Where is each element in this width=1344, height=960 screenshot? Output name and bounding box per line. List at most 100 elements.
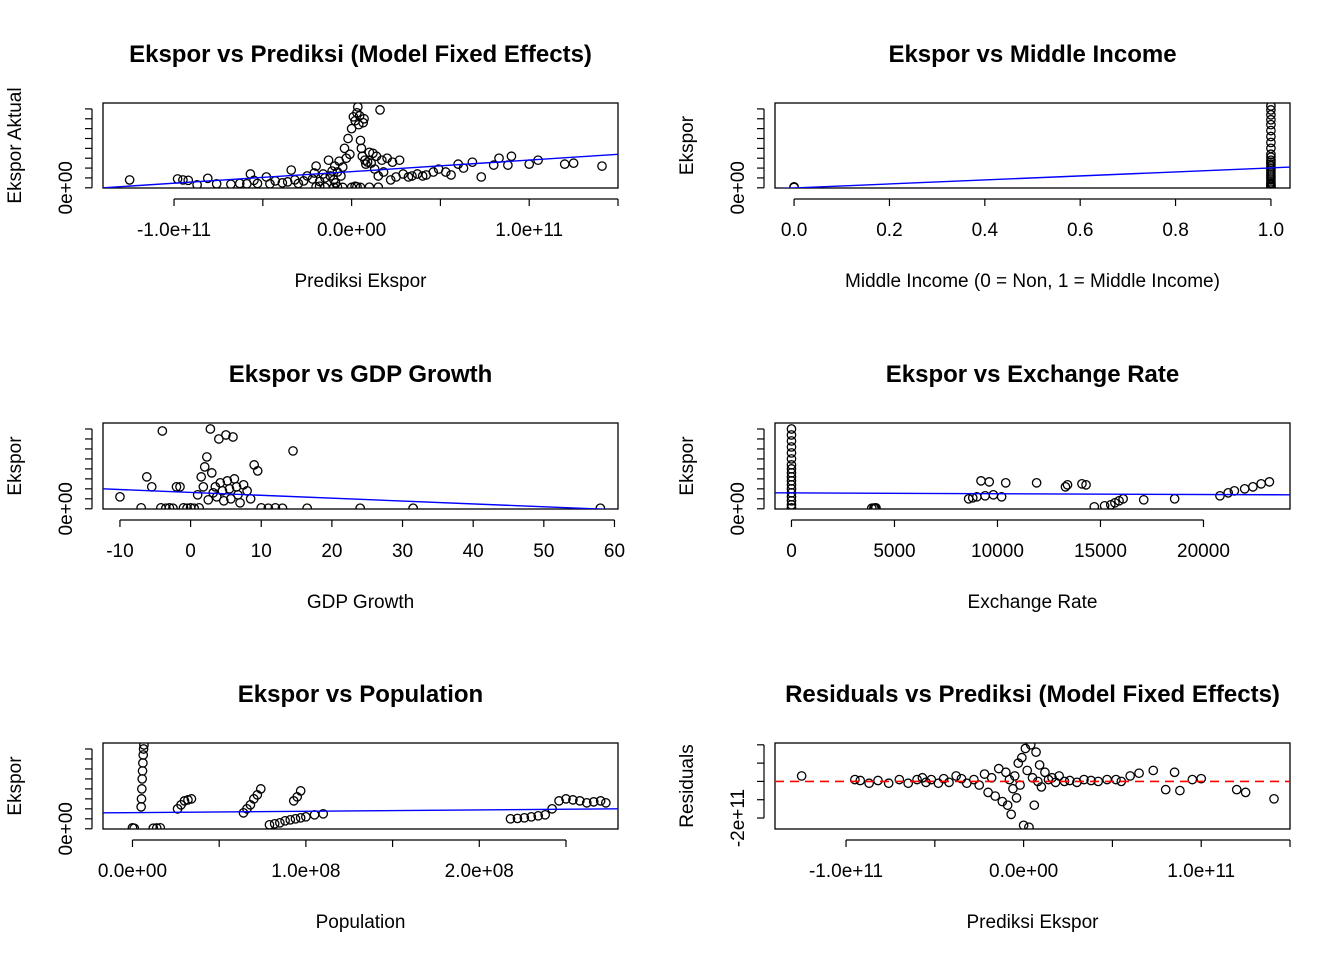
plot-frame xyxy=(774,102,1291,189)
data-point xyxy=(786,460,797,470)
data-point xyxy=(378,167,389,177)
x-tick-label: 0.2 xyxy=(876,220,902,241)
chart-panel-5: Ekspor vs Population 0.0e+00 1.0e+08 2.0e+0… xyxy=(5,681,619,933)
data-point xyxy=(178,502,189,509)
data-point xyxy=(138,758,148,768)
data-point xyxy=(944,777,954,788)
data-point xyxy=(476,172,487,182)
data-point xyxy=(990,791,1001,801)
data-point xyxy=(146,482,157,492)
data-point xyxy=(1089,501,1100,509)
data-point xyxy=(327,166,337,176)
data-point xyxy=(235,497,245,508)
data-point xyxy=(221,430,231,440)
data-point xyxy=(161,503,171,509)
data-point xyxy=(1266,105,1276,115)
chart-title: Ekspor vs Middle Income xyxy=(888,41,1176,68)
y-axis-label: Ekspor xyxy=(677,115,698,175)
data-point xyxy=(337,162,348,172)
data-point xyxy=(136,784,147,794)
data-point xyxy=(1054,771,1064,781)
data-point xyxy=(346,123,357,134)
data-point xyxy=(1266,137,1276,148)
data-point xyxy=(864,778,874,789)
data-point xyxy=(138,744,149,754)
data-point xyxy=(168,503,178,509)
data-point xyxy=(951,771,961,781)
x-tick-label: 0.6 xyxy=(1067,220,1093,241)
data-point xyxy=(588,797,599,807)
data-point xyxy=(199,462,210,472)
plot-area xyxy=(775,424,1290,509)
data-point xyxy=(440,167,451,177)
data-point xyxy=(318,808,329,819)
data-point xyxy=(376,155,387,166)
data-point xyxy=(139,743,149,750)
data-point xyxy=(359,113,369,124)
data-point xyxy=(1000,478,1011,488)
data-point xyxy=(1111,774,1121,785)
x-tick-label: 40 xyxy=(463,541,484,562)
data-point xyxy=(129,823,140,829)
data-point xyxy=(151,823,162,829)
data-point xyxy=(976,476,986,486)
data-point xyxy=(1031,478,1042,488)
data-point xyxy=(540,809,551,820)
data-point xyxy=(280,815,290,826)
data-point xyxy=(786,464,797,474)
y-axis-label: Residuals xyxy=(677,744,698,827)
data-point xyxy=(137,766,148,776)
data-point xyxy=(506,151,517,162)
data-point xyxy=(157,426,168,436)
data-point xyxy=(323,155,334,166)
data-point xyxy=(1125,771,1136,781)
data-point xyxy=(355,503,365,509)
data-point xyxy=(282,177,293,187)
data-point xyxy=(137,774,148,784)
data-point xyxy=(398,169,408,179)
chart-title: Residuals vs Prediksi (Model Fixed Effec… xyxy=(785,681,1280,708)
data-point xyxy=(301,811,311,822)
data-point xyxy=(850,774,860,785)
data-point xyxy=(597,161,607,171)
data-point xyxy=(871,502,881,509)
data-point xyxy=(394,155,405,166)
plot-area xyxy=(103,103,618,188)
data-point xyxy=(883,778,894,789)
data-point xyxy=(360,155,370,166)
data-point xyxy=(263,503,274,509)
data-point xyxy=(519,812,530,823)
data-point xyxy=(1248,482,1258,492)
data-point xyxy=(984,477,995,487)
chart-panel-1: Ekspor vs Prediksi (Model Fixed Effects)… xyxy=(5,41,619,292)
data-point xyxy=(796,771,807,781)
data-point xyxy=(218,495,229,506)
data-point xyxy=(1016,752,1027,763)
data-point xyxy=(428,167,439,177)
data-point xyxy=(138,750,149,760)
data-point xyxy=(203,494,214,505)
data-point xyxy=(559,159,570,169)
x-axis-label: GDP Growth xyxy=(307,592,414,613)
data-point xyxy=(245,169,256,179)
data-point xyxy=(1138,494,1149,505)
data-point xyxy=(202,173,213,184)
chart-panel-4: Ekspor vs Exchange Rate 0 5000 10000 15000 20… xyxy=(677,361,1291,613)
data-point xyxy=(1169,767,1180,778)
data-point xyxy=(786,424,797,434)
data-point xyxy=(1036,782,1047,792)
x-tick-label: 60 xyxy=(604,541,625,562)
data-point xyxy=(595,796,606,806)
data-point xyxy=(171,482,182,492)
data-point xyxy=(198,482,209,492)
plot-area xyxy=(775,743,1290,829)
data-point xyxy=(311,161,321,171)
data-point xyxy=(350,181,361,188)
x-tick-label: 1.0e+11 xyxy=(1167,861,1235,882)
data-point xyxy=(903,778,914,789)
y-tick-label: 0e+00 xyxy=(56,161,77,214)
y-tick-label: 0e+00 xyxy=(728,161,749,214)
data-point xyxy=(196,472,207,482)
data-point xyxy=(1029,800,1040,811)
x-tick-label: 20000 xyxy=(1177,541,1230,562)
